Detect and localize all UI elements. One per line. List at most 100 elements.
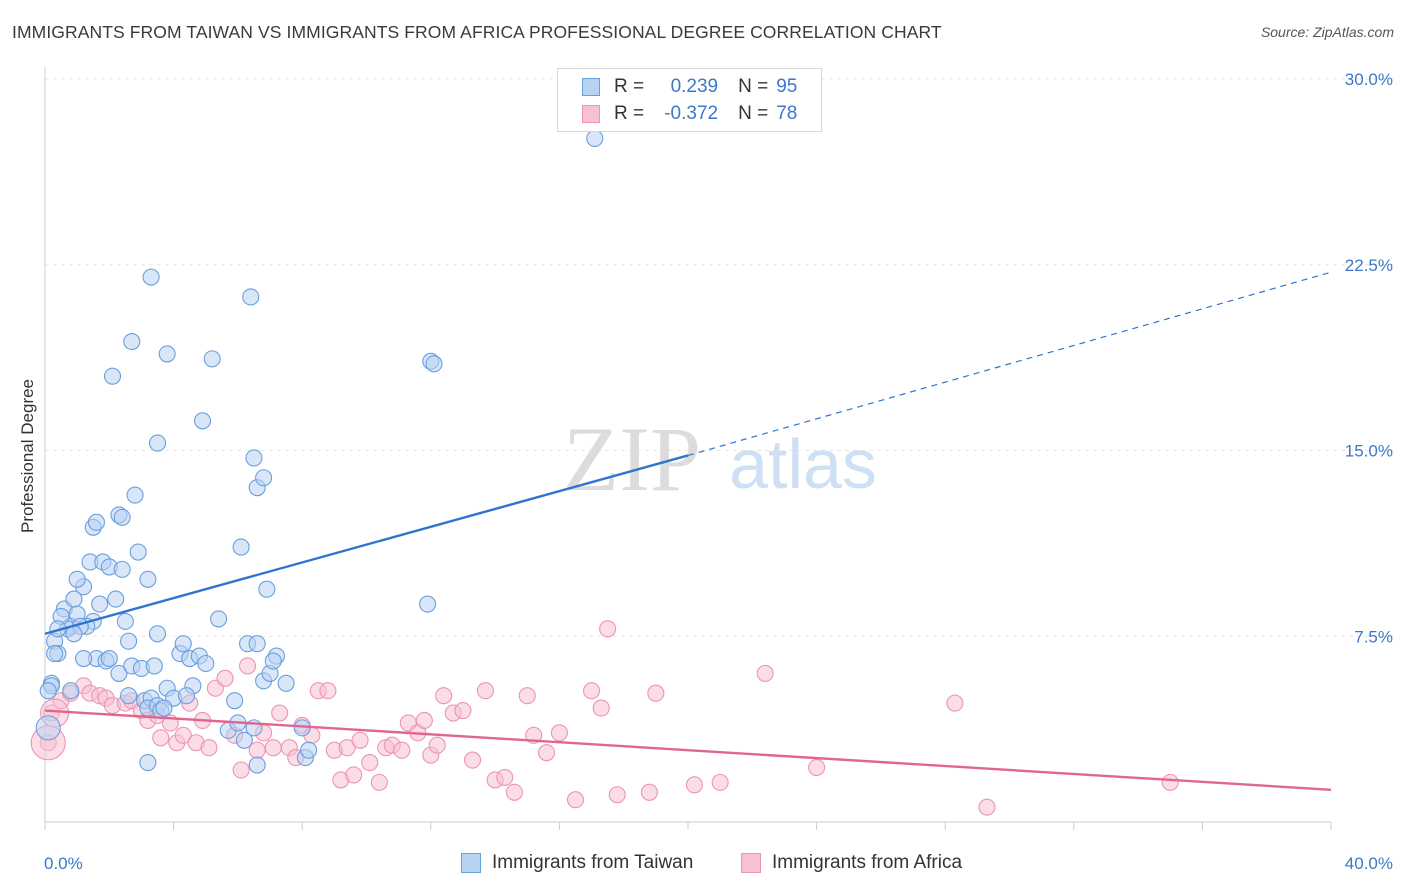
taiwan-point xyxy=(197,654,215,673)
africa-point xyxy=(428,736,446,754)
taiwan-point xyxy=(65,590,83,608)
taiwan-point xyxy=(116,612,134,630)
taiwan-points xyxy=(35,129,604,774)
taiwan-trend-line xyxy=(44,454,689,635)
trend-lines xyxy=(44,271,1332,792)
africa-point xyxy=(946,694,964,712)
taiwan-point xyxy=(193,412,212,430)
africa-point xyxy=(518,687,536,705)
taiwan-point xyxy=(242,288,260,306)
taiwan-point xyxy=(39,682,57,700)
taiwan-point xyxy=(148,625,167,643)
legend-swatch-africa xyxy=(582,105,600,123)
taiwan-point xyxy=(425,355,443,373)
taiwan-point xyxy=(245,449,263,467)
africa-point xyxy=(685,776,703,794)
taiwan-point xyxy=(248,635,266,653)
taiwan-point xyxy=(87,513,105,531)
legend-n-label: N = xyxy=(738,103,769,124)
legend-r-label: R = xyxy=(614,103,645,124)
taiwan-point xyxy=(248,756,266,774)
africa-point xyxy=(496,768,514,786)
taiwan-point xyxy=(100,649,118,668)
africa-point xyxy=(152,729,170,747)
taiwan-point xyxy=(177,687,196,705)
legend-n-label: N = xyxy=(738,76,769,97)
x-tick-label: 0.0% xyxy=(44,854,83,873)
taiwan-point xyxy=(148,434,167,452)
africa-point xyxy=(647,684,665,702)
africa-point xyxy=(271,704,289,722)
taiwan-point xyxy=(110,664,128,682)
africa-point xyxy=(370,773,388,791)
taiwan-point xyxy=(46,645,64,663)
taiwan-point xyxy=(174,635,192,653)
africa-point xyxy=(505,783,523,801)
africa-point xyxy=(238,657,257,675)
africa-point xyxy=(1161,773,1179,791)
africa-point xyxy=(200,739,218,757)
y-axis-title: Professional Degree xyxy=(18,379,37,533)
legend-n-value: 78 xyxy=(776,103,798,124)
taiwan-point xyxy=(155,699,173,717)
taiwan-point xyxy=(129,543,147,561)
africa-point xyxy=(582,682,601,700)
taiwan-point xyxy=(235,731,253,749)
taiwan-point xyxy=(158,345,176,363)
taiwan-point xyxy=(419,595,437,613)
taiwan-point xyxy=(210,610,228,628)
taiwan-point xyxy=(126,486,144,504)
legend-swatch-taiwan xyxy=(582,78,600,96)
africa-point xyxy=(454,701,472,720)
africa-point xyxy=(319,682,337,700)
legend-r-label: R = xyxy=(614,76,645,97)
x-tick-labels: 0.0% 40.0% xyxy=(44,854,1393,873)
africa-point xyxy=(978,798,996,816)
africa-point xyxy=(216,669,234,687)
y-tick-label: 7.5% xyxy=(1354,627,1393,646)
y-tick-label: 15.0% xyxy=(1345,442,1393,461)
series-swatch-africa xyxy=(741,853,761,873)
africa-point xyxy=(599,620,617,638)
africa-point xyxy=(464,751,482,769)
africa-point xyxy=(232,761,250,779)
taiwan-point xyxy=(113,560,131,578)
source-label: Source: ZipAtlas.com xyxy=(1260,24,1394,40)
taiwan-point xyxy=(123,332,141,351)
africa-point xyxy=(550,724,568,742)
series-legend-taiwan[interactable]: Immigrants from Taiwan xyxy=(461,852,693,874)
taiwan-point xyxy=(142,268,160,286)
africa-point xyxy=(338,739,356,757)
watermark-atlas: atlas xyxy=(729,425,877,503)
africa-point xyxy=(537,744,556,762)
taiwan-point xyxy=(62,682,80,700)
taiwan-point xyxy=(103,367,122,385)
taiwan-trend-extension xyxy=(687,271,1332,457)
legend-row-taiwan: R = 0.239 N = 95 xyxy=(582,75,797,99)
africa-point xyxy=(351,731,369,749)
africa-point xyxy=(756,664,774,682)
y-tick-label: 30.0% xyxy=(1345,70,1393,89)
taiwan-point xyxy=(120,687,138,705)
africa-point xyxy=(640,783,658,801)
africa-point xyxy=(393,741,411,759)
series-legend-africa[interactable]: Immigrants from Africa xyxy=(741,852,962,874)
taiwan-point xyxy=(120,632,138,650)
taiwan-point xyxy=(277,674,295,692)
taiwan-point xyxy=(203,350,221,368)
africa-point xyxy=(345,766,363,784)
africa-point xyxy=(174,726,192,744)
taiwan-point xyxy=(91,595,109,613)
africa-point xyxy=(415,711,433,730)
africa-point xyxy=(711,773,729,791)
watermark-zip: ZIP xyxy=(563,408,701,510)
africa-trend-line xyxy=(44,709,1332,792)
taiwan-point xyxy=(258,580,276,598)
taiwan-point xyxy=(586,129,604,147)
taiwan-point xyxy=(264,652,282,670)
taiwan-point xyxy=(226,692,244,710)
taiwan-point xyxy=(139,754,157,772)
taiwan-point xyxy=(107,590,125,608)
africa-point xyxy=(566,791,585,809)
